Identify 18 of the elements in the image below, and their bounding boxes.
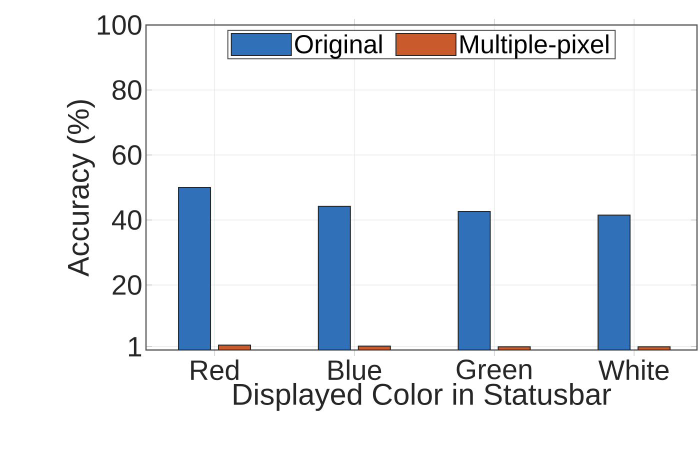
- y-tick-label: 60: [112, 145, 142, 165]
- x-tick-label: White: [598, 360, 669, 380]
- y-tick-label: 100: [98, 15, 142, 35]
- bar: [178, 187, 212, 350]
- x-tick-label: Green: [456, 360, 532, 380]
- bar: [598, 214, 631, 350]
- y-tick-label: 1: [129, 337, 142, 356]
- y-tick-label: 80: [112, 80, 142, 100]
- y-tick-label: 20: [112, 275, 142, 295]
- y-axis-title: Accuracy (%): [66, 100, 95, 277]
- legend-label: Multiple-pixel: [460, 34, 608, 59]
- y-tick-label: 40: [112, 210, 142, 230]
- x-axis-title: Displayed Color in Statusbar: [234, 382, 612, 411]
- bar: [458, 211, 491, 350]
- x-tick-label: Blue: [328, 360, 382, 380]
- bar: [318, 206, 351, 350]
- x-tick-label: Red: [191, 360, 238, 380]
- legend-label: Original: [295, 34, 382, 59]
